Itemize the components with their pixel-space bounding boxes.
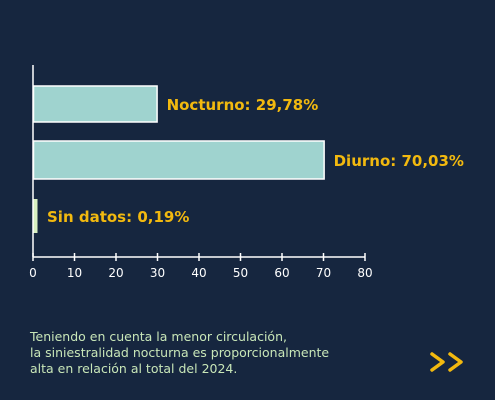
x-tick-label: 60 bbox=[274, 266, 289, 280]
x-tick-label: 50 bbox=[233, 266, 248, 280]
x-tick-label: 10 bbox=[67, 266, 82, 280]
x-tick-label: 20 bbox=[108, 266, 123, 280]
bar-diurno bbox=[32, 140, 325, 180]
data-label-diurno: Diurno: 70,03% bbox=[334, 152, 464, 170]
caption-line-1: Teniendo en cuenta la menor circulación, bbox=[30, 329, 287, 344]
x-tick-label: 30 bbox=[150, 266, 165, 280]
caption: Teniendo en cuenta la menor circulación,… bbox=[30, 329, 410, 377]
bar-nocturno bbox=[32, 85, 158, 123]
x-tick-label: 40 bbox=[191, 266, 206, 280]
double-chevron-right-icon[interactable] bbox=[428, 350, 468, 374]
x-tick-label: 0 bbox=[29, 266, 37, 280]
caption-line-3: alta en relación al total del 2024. bbox=[30, 361, 238, 376]
x-tick-label: 70 bbox=[316, 266, 331, 280]
bar-chart: Nocturno: 29,78% Diurno: 70,03% Sin datos:… bbox=[29, 65, 464, 280]
caption-line-2: la siniestralidad nocturna es proporcion… bbox=[30, 345, 330, 360]
x-tick-label: 80 bbox=[357, 266, 372, 280]
bar-sin-datos bbox=[33, 199, 38, 233]
data-label-nocturno: Nocturno: 29,78% bbox=[167, 96, 319, 114]
data-label-sin-datos: Sin datos: 0,19% bbox=[47, 208, 189, 226]
